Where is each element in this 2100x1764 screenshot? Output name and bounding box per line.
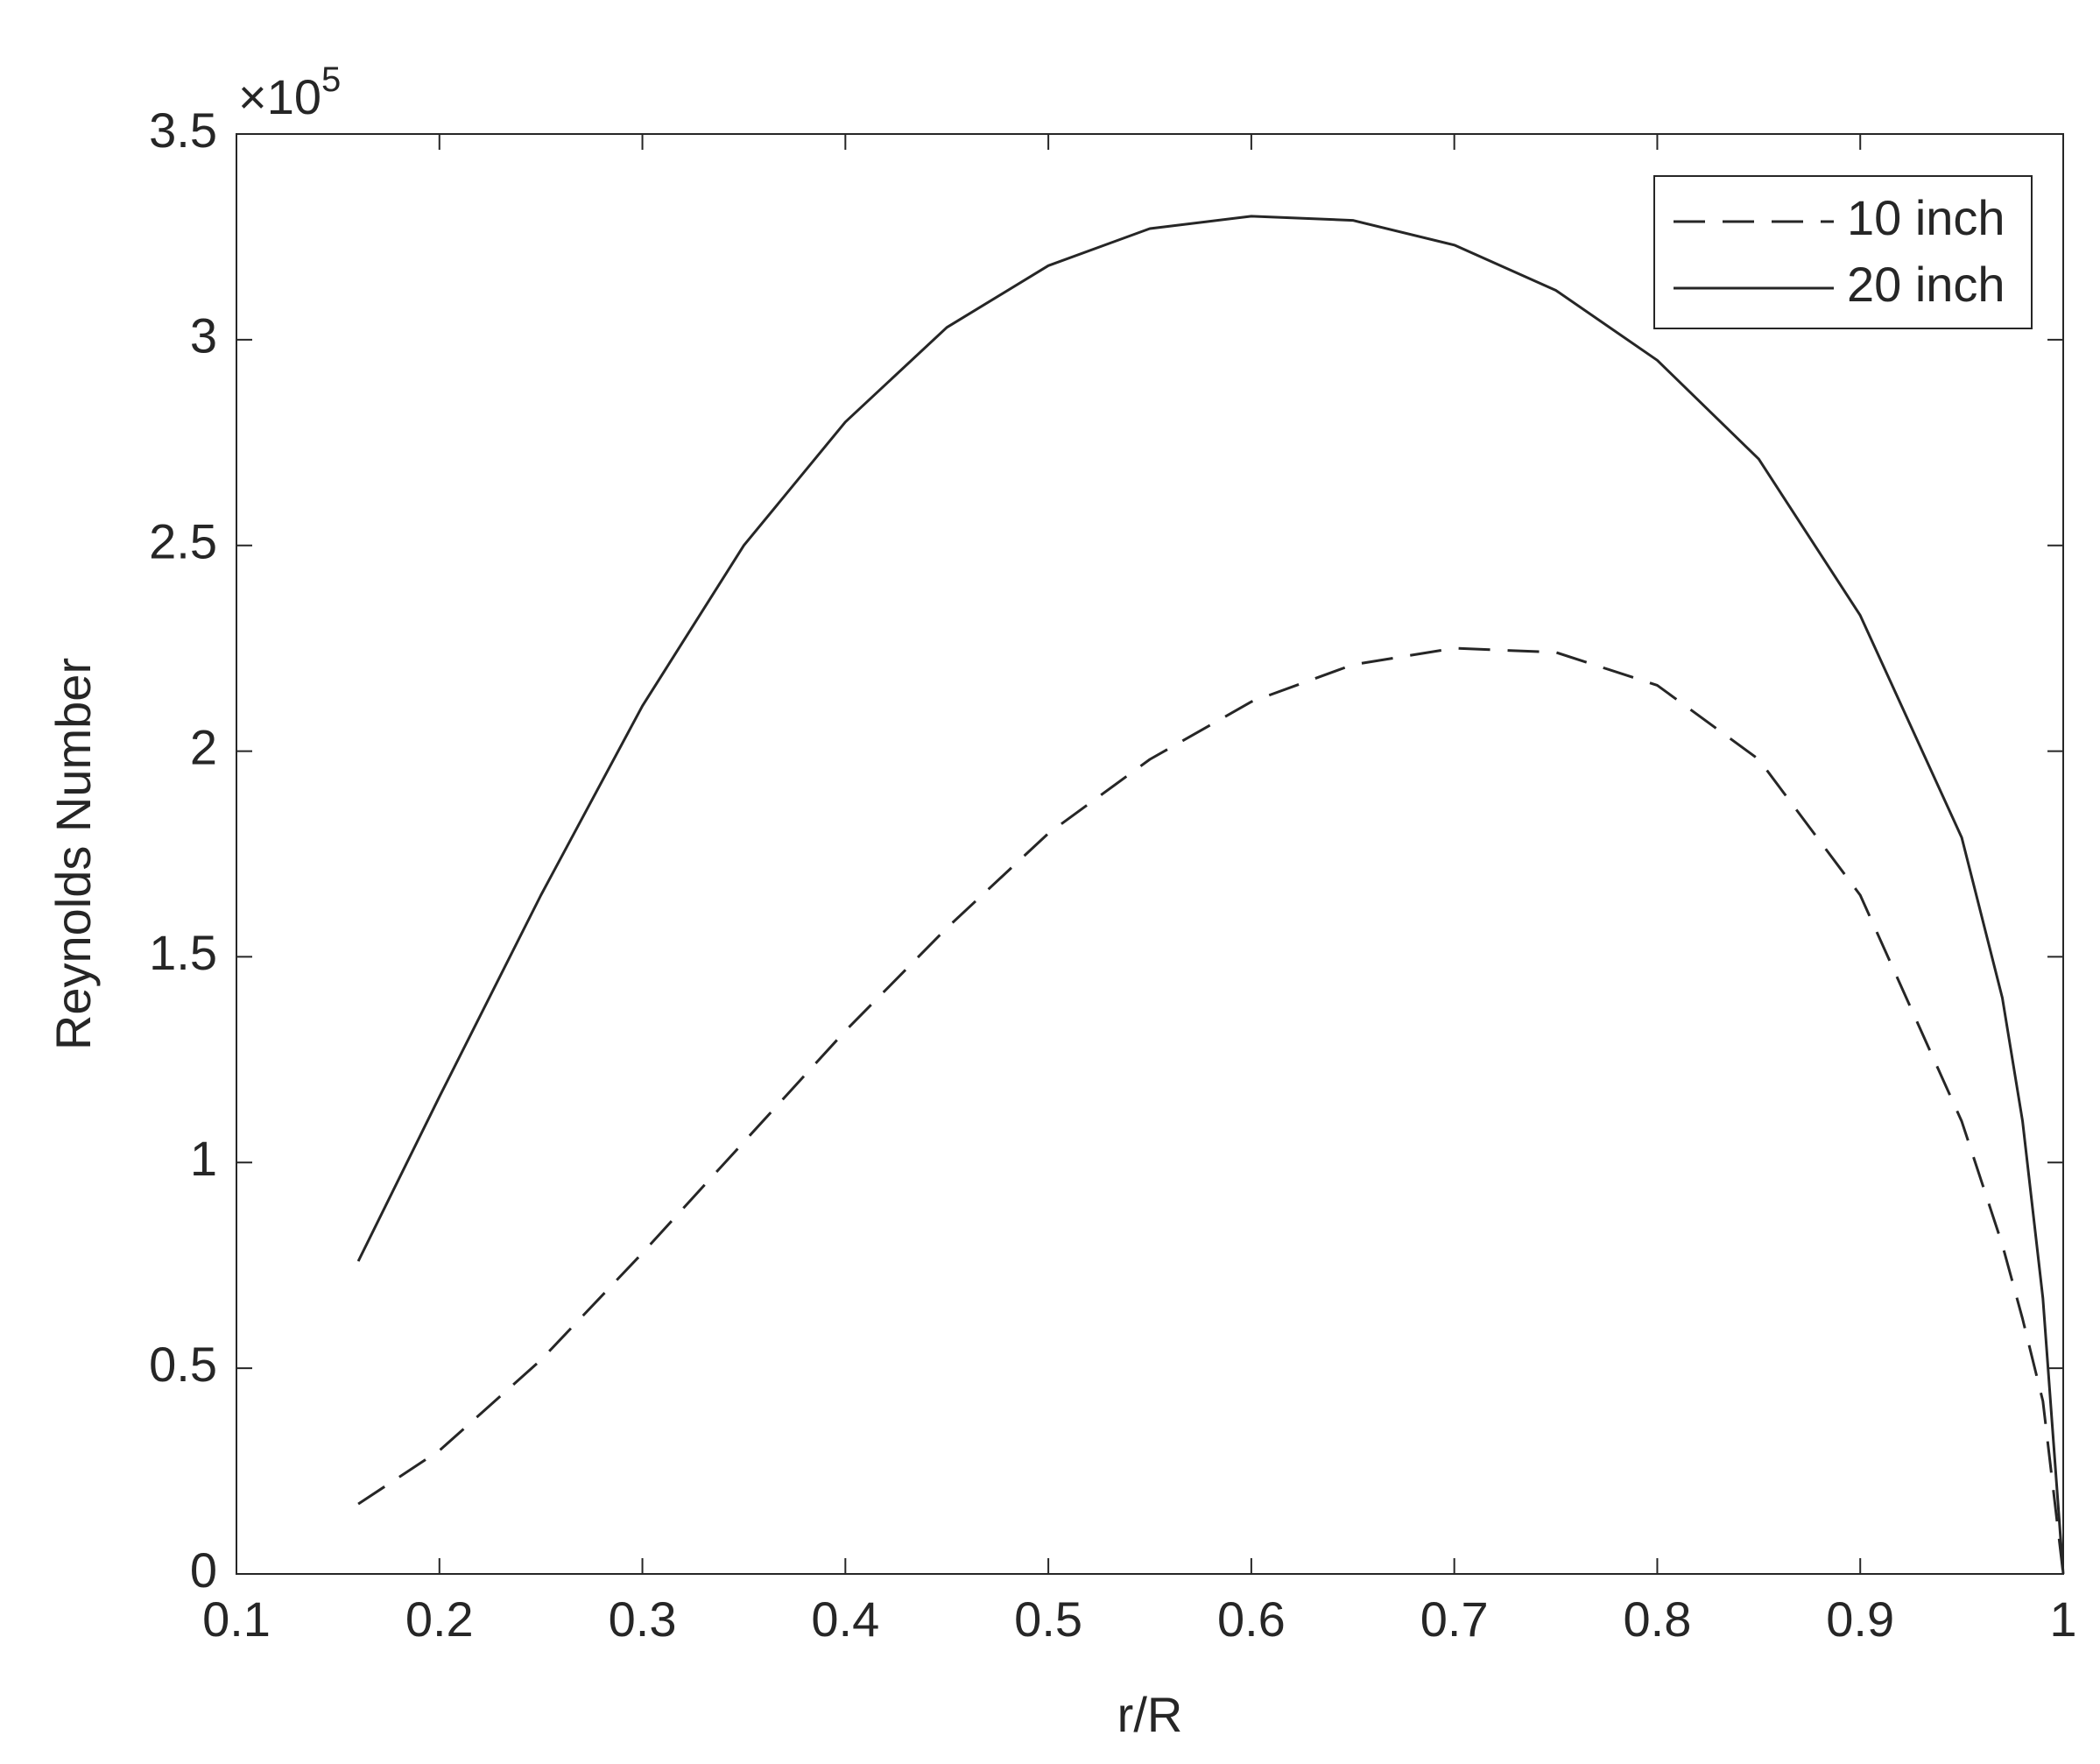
x-tick-label: 0.3 xyxy=(609,1591,677,1647)
x-tick-label: 0.7 xyxy=(1420,1591,1489,1647)
y-multiplier-base: ×10 xyxy=(238,69,321,124)
y-axis-label: Reynolds Number xyxy=(46,658,101,1050)
y-multiplier: ×105 xyxy=(238,60,341,124)
plot-frame xyxy=(236,133,2064,1575)
x-tick-label: 0.2 xyxy=(405,1591,474,1647)
y-tick-label: 2 xyxy=(190,719,217,774)
x-tick-label: 1 xyxy=(2049,1591,2076,1647)
legend-label: 20 inch xyxy=(1847,257,2005,312)
data-line xyxy=(356,215,2065,1575)
y-tick-label: 3 xyxy=(190,308,217,363)
legend-box xyxy=(1653,175,2033,329)
y-tick-label: 1 xyxy=(190,1131,217,1186)
legend-label: 10 inch xyxy=(1847,190,2005,245)
x-tick-label: 0.5 xyxy=(1014,1591,1082,1647)
x-tick-label: 0.4 xyxy=(811,1591,879,1647)
y-tick-label: 3.5 xyxy=(149,102,217,158)
x-tick-label: 0.1 xyxy=(202,1591,271,1647)
x-tick-label: 0.6 xyxy=(1217,1591,1286,1647)
x-tick-label: 0.9 xyxy=(1826,1591,1894,1647)
y-tick-label: 0 xyxy=(190,1542,217,1598)
y-tick-label: 0.5 xyxy=(149,1337,217,1392)
y-tick-label: 1.5 xyxy=(149,925,217,980)
x-axis-label: r/R xyxy=(1117,1687,1183,1742)
y-tick-label: 2.5 xyxy=(149,514,217,569)
x-tick-label: 0.8 xyxy=(1624,1591,1692,1647)
y-multiplier-exponent: 5 xyxy=(321,60,341,99)
